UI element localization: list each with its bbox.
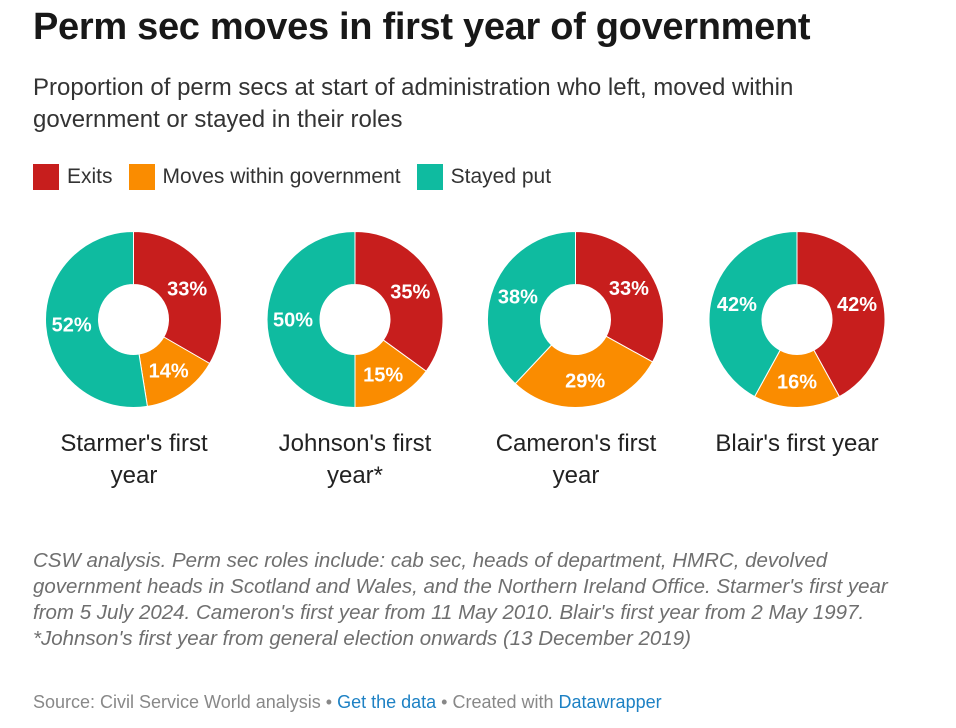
pie-title-johnson: Johnson's first year* (278, 430, 432, 489)
legend-item-exits: Exits (33, 164, 113, 190)
donut-slice-stayed (45, 230, 148, 408)
donut-slice-stayed (708, 230, 798, 398)
donut-slice-exits (796, 230, 886, 398)
slice-value-label: 15% (363, 365, 403, 387)
chart-footer: Source: Civil Service World analysis • G… (33, 692, 662, 713)
chart-title: Perm sec moves in first year of governme… (33, 6, 811, 48)
legend-label: Stayed put (450, 165, 552, 188)
legend-item-stayed: Stayed put (416, 164, 552, 190)
chart-subtitle: Proportion of perm secs at start of admi… (33, 74, 794, 133)
donut-slice-moves (514, 335, 654, 408)
pie-title-cameron: Cameron's first year (495, 430, 657, 489)
legend-label: Moves within government (162, 165, 401, 188)
slice-value-label: 52% (52, 314, 92, 336)
pie-title-starmer: Starmer's first year (60, 430, 208, 489)
donut-slice-stayed (487, 230, 576, 385)
slice-value-label: 42% (717, 294, 757, 316)
separator: • (320, 692, 338, 712)
donut-slice-stayed (266, 230, 356, 409)
legend-swatch (128, 164, 155, 190)
legend-swatch (33, 164, 59, 190)
get-the-data-link[interactable]: Get the data (337, 692, 437, 712)
source-text: Source: Civil Service World analysis (33, 692, 321, 712)
created-with-text: Created with (452, 692, 554, 712)
pie-title-blair: Blair's first year (715, 430, 879, 457)
slice-value-label: 33% (167, 279, 207, 301)
donut-slice-exits (354, 230, 444, 372)
slice-value-label: 33% (609, 278, 649, 300)
slice-value-label: 35% (390, 281, 430, 303)
slice-value-label: 50% (273, 310, 313, 332)
datawrapper-link[interactable]: Datawrapper (558, 692, 662, 712)
slice-value-label: 16% (777, 372, 817, 394)
legend-swatch (416, 164, 443, 190)
legend-item-moves: Moves within government (128, 164, 401, 190)
slice-value-label: 14% (149, 361, 189, 383)
separator: • (436, 692, 453, 712)
legend: Exits Moves within government Stayed put (33, 164, 551, 190)
slice-value-label: 29% (565, 371, 605, 393)
slice-value-label: 42% (837, 294, 877, 316)
legend-label: Exits (67, 165, 113, 188)
chart-notes: CSW analysis. Perm sec roles include: ca… (33, 549, 888, 650)
donut-slice-exits (575, 230, 664, 363)
slice-value-label: 38% (498, 287, 538, 309)
donut-slice-exits (133, 230, 222, 365)
